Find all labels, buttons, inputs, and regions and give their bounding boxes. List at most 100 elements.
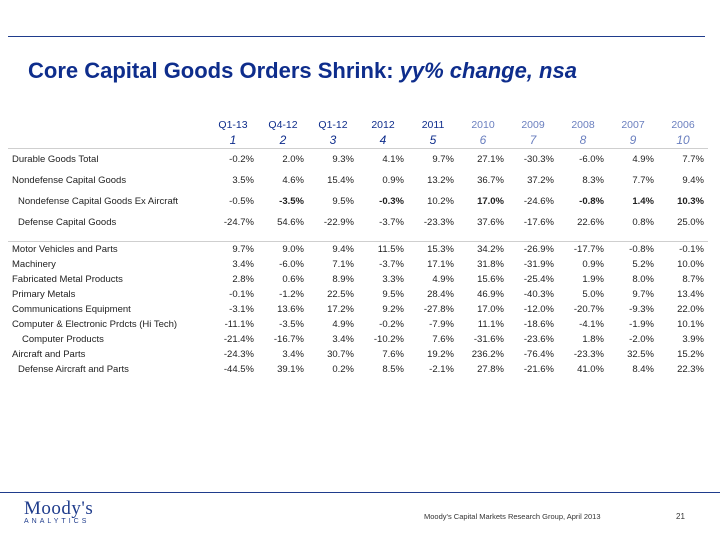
table-cell: -10.2% xyxy=(373,334,404,345)
table-cell: 41.0% xyxy=(577,364,604,375)
table-cell: 9.5% xyxy=(332,196,354,207)
table-cell: 8.3% xyxy=(582,175,604,186)
table-cell: -6.0% xyxy=(279,259,304,270)
table-cell: 39.1% xyxy=(277,364,304,375)
table-cell: -0.3% xyxy=(379,196,404,207)
table-cell: -18.6% xyxy=(523,319,554,330)
table-cell: 15.3% xyxy=(408,241,458,257)
table-cell: -76.4% xyxy=(523,349,554,360)
table-cell: -4.1% xyxy=(579,319,604,330)
column-number: 4 xyxy=(379,133,387,147)
column-number: 2 xyxy=(279,133,287,147)
title-italic: yy% change, nsa xyxy=(399,58,577,83)
group1-rows: Durable Goods Total -0.2% 2.0% 9.3% 4.1% 9.7%… xyxy=(8,148,708,234)
table-cell: -17.7% xyxy=(558,241,608,257)
table-row: Computer Products -21.4% -16.7% 3.4% -10.2% 7… xyxy=(8,332,708,347)
row-label: Nondefense Capital Goods Ex Aircraft xyxy=(18,196,179,207)
table-cell: 9.4% xyxy=(308,241,358,257)
table-cell: 9.2% xyxy=(382,304,404,315)
table-cell: -27.8% xyxy=(423,304,454,315)
period-header: 2011 xyxy=(421,119,445,131)
row-label: Computer & Electronic Prdcts (Hi Tech) xyxy=(12,319,178,330)
table-cell: -3.5% xyxy=(279,196,304,207)
period-header: Q1-12 xyxy=(318,119,348,131)
table-cell: -23.6% xyxy=(523,334,554,345)
table-cell: 1.9% xyxy=(582,274,604,285)
table-cell: -24.3% xyxy=(223,349,254,360)
table-cell: 0.2% xyxy=(332,364,354,375)
logo-subtext: ANALYTICS xyxy=(24,518,90,525)
table-cell: 36.7% xyxy=(477,175,504,186)
table-row: Aircraft and Parts -24.3% 3.4% 30.7% 7.6% 19.… xyxy=(8,347,708,362)
table-cell: -3.7% xyxy=(379,217,404,228)
table-cell: -25.4% xyxy=(523,274,554,285)
row-label: Defense Capital Goods xyxy=(18,217,117,228)
period-header: 2009 xyxy=(521,119,545,131)
period-header: 2007 xyxy=(621,119,645,131)
table-cell: -0.2% xyxy=(208,148,258,170)
table-cell: -0.1% xyxy=(229,289,254,300)
table-cell: 10.2% xyxy=(427,196,454,207)
table-cell: 19.2% xyxy=(427,349,454,360)
period-header-row: Q1-13 Q4-12 Q1-12 2012 2011 2010 2009 2008 2007 2… xyxy=(8,118,708,132)
table-cell: -3.1% xyxy=(229,304,254,315)
table-cell: 34.2% xyxy=(458,241,508,257)
title-bold: Core Capital Goods Orders Shrink: xyxy=(28,58,394,83)
table-cell: -17.6% xyxy=(523,217,554,228)
table-cell: 10.3% xyxy=(677,196,704,207)
table-cell: 9.3% xyxy=(308,148,358,170)
table-cell: 3.4% xyxy=(232,259,254,270)
table-cell: 22.5% xyxy=(327,289,354,300)
table-cell: 5.0% xyxy=(582,289,604,300)
row-label: Durable Goods Total xyxy=(8,148,208,170)
column-number: 7 xyxy=(529,133,537,147)
table-cell: -7.9% xyxy=(429,319,454,330)
column-number-row: 1 2 3 4 5 6 7 8 9 10 xyxy=(8,132,708,149)
table-cell: 4.6% xyxy=(282,175,304,186)
table-cell: 10.0% xyxy=(677,259,704,270)
table-cell: 27.8% xyxy=(477,364,504,375)
table-cell: 0.6% xyxy=(282,274,304,285)
top-rule xyxy=(8,36,705,37)
table-cell: 25.0% xyxy=(677,217,704,228)
column-number: 6 xyxy=(479,133,487,147)
table-cell: -24.6% xyxy=(523,196,554,207)
table-cell: 7.7% xyxy=(658,148,708,170)
table-cell: 8.7% xyxy=(682,274,704,285)
table-cell: 17.1% xyxy=(427,259,454,270)
table-cell: 30.7% xyxy=(327,349,354,360)
table-cell: 8.9% xyxy=(332,274,354,285)
row-label: Aircraft and Parts xyxy=(12,349,86,360)
page-number: 21 xyxy=(676,512,685,521)
group-spacer xyxy=(8,233,708,242)
top-bar xyxy=(0,0,720,36)
table-cell: 9.7% xyxy=(408,148,458,170)
row-label: Machinery xyxy=(12,259,56,270)
table-cell: 28.4% xyxy=(427,289,454,300)
table-row: Defense Capital Goods -24.7% 54.6% -22.9% -3… xyxy=(8,212,708,233)
table-cell: 3.9% xyxy=(682,334,704,345)
column-number: 9 xyxy=(629,133,637,147)
column-number: 10 xyxy=(676,133,690,147)
table-cell: 2.0% xyxy=(258,148,308,170)
table-cell: 4.1% xyxy=(358,148,408,170)
table-cell: 9.5% xyxy=(382,289,404,300)
table-cell: 37.2% xyxy=(527,175,554,186)
row-label: Defense Aircraft and Parts xyxy=(18,364,129,375)
period-header: Q1-13 xyxy=(218,119,248,131)
table-row: Fabricated Metal Products 2.8% 0.6% 8.9% 3.3… xyxy=(8,272,708,287)
row-label: Fabricated Metal Products xyxy=(12,274,123,285)
table-cell: 22.6% xyxy=(577,217,604,228)
moodys-logo: Moody's ANALYTICS xyxy=(24,498,93,525)
table-row: Primary Metals -0.1% -1.2% 22.5% 9.5% 28.4% 46… xyxy=(8,287,708,302)
table-cell: 7.6% xyxy=(432,334,454,345)
period-header: Q4-12 xyxy=(268,119,298,131)
table-cell: -0.5% xyxy=(229,196,254,207)
table-cell: 13.2% xyxy=(427,175,454,186)
column-number: 5 xyxy=(429,133,437,147)
table-row: Defense Aircraft and Parts -44.5% 39.1% 0.2… xyxy=(8,362,708,377)
table-cell: 0.9% xyxy=(382,175,404,186)
column-number: 3 xyxy=(329,133,337,147)
table-cell: 4.9% xyxy=(432,274,454,285)
period-header: 2012 xyxy=(371,119,395,131)
